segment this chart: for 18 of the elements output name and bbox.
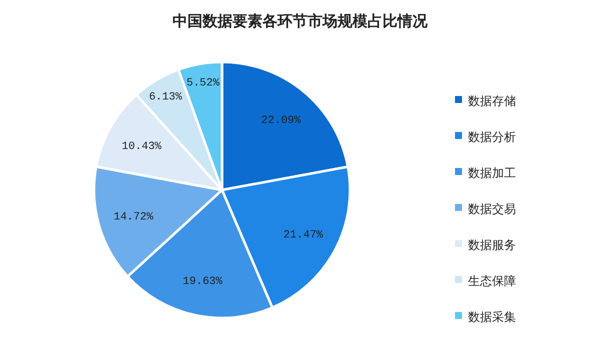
pie-slice [220,60,350,192]
legend-label: 数据采集 [468,310,516,324]
pie-slice [220,165,352,309]
chart-title: 中国数据要素各环节市场规模占比情况 [172,12,428,30]
legend-label: 数据交易 [468,202,516,216]
legend-label: 生态保障 [468,274,516,288]
data-label: 5.52% [186,78,220,90]
data-label: 10.43% [122,140,162,153]
data-label: 14.72% [114,211,154,224]
legend-label: 数据存储 [468,94,516,108]
legend-label: 数据分析 [468,130,516,144]
pie-slice [92,165,224,278]
legend-label: 数据服务 [468,238,516,252]
legend-label: 数据加工 [468,166,516,180]
data-label: 19.63% [182,276,223,288]
data-label: 21.47% [283,230,324,242]
data-label: 6.13% [148,92,182,104]
data-label: 22.09% [261,115,302,128]
